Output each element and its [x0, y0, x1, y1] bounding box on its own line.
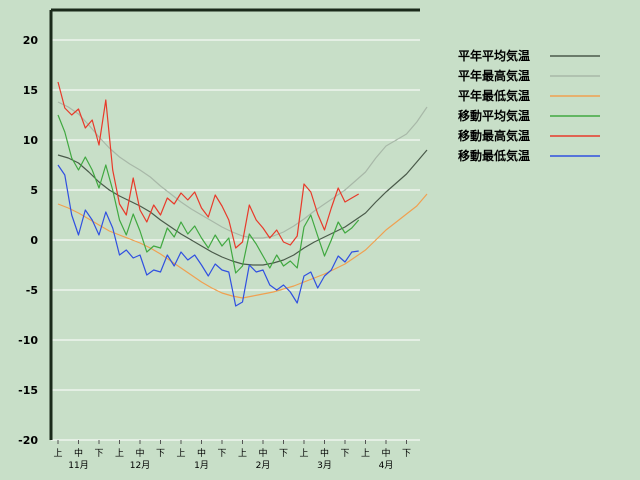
legend-label: 移動最高気温 — [458, 128, 530, 143]
x-month-label: 4月 — [379, 460, 394, 471]
x-month-label: 12月 — [130, 460, 150, 471]
y-tick-label: -5 — [26, 284, 38, 297]
x-dekad-label: 上 — [176, 448, 185, 459]
series-line-3 — [57, 114, 360, 274]
legend-label: 移動平均気温 — [458, 108, 530, 123]
y-tick-label: -20 — [18, 434, 38, 447]
x-dekad-label: 中 — [320, 447, 329, 459]
legend-label: 平年平均気温 — [458, 48, 530, 63]
x-dekad-label: 上 — [299, 448, 308, 459]
series-line-5 — [57, 164, 359, 307]
y-tick-label: 10 — [23, 134, 39, 147]
x-dekad-label: 中 — [197, 447, 206, 459]
legend-label: 平年最高気温 — [458, 68, 530, 83]
y-tick-label: 20 — [23, 34, 39, 47]
x-axis-ticks: 上中下上中下上中下上中下上中下上中下11月 12月 1月 2月 3月 4月 — [53, 440, 411, 471]
x-dekad-label: 下 — [279, 449, 288, 459]
x-dekad-label: 上 — [115, 448, 124, 459]
x-month-label: 1月 — [194, 460, 209, 471]
y-tick-label: 5 — [30, 184, 38, 197]
x-dekad-label: 中 — [381, 447, 390, 459]
x-dekad-label: 上 — [53, 448, 62, 459]
y-tick-label: 0 — [30, 234, 38, 247]
x-dekad-label: 中 — [135, 447, 144, 459]
x-month-label: 2月 — [256, 460, 271, 471]
x-dekad-label: 中 — [258, 447, 267, 459]
x-dekad-label: 上 — [238, 448, 247, 459]
series-line-1 — [57, 101, 428, 239]
series-line-4 — [57, 81, 360, 249]
axes — [49, 8, 420, 440]
x-dekad-label: 下 — [156, 449, 165, 459]
legend-label: 平年最低気温 — [458, 88, 530, 103]
legend-label: 移動最低気温 — [458, 148, 530, 163]
x-dekad-label: 下 — [340, 449, 349, 459]
x-dekad-label: 下 — [217, 449, 226, 459]
y-tick-label: -10 — [18, 334, 38, 347]
x-dekad-label: 上 — [361, 448, 370, 459]
series-line-2 — [57, 193, 428, 299]
y-tick-label: -15 — [18, 384, 38, 397]
series-lines — [57, 81, 428, 307]
x-dekad-label: 中 — [74, 447, 83, 459]
x-month-label: 3月 — [317, 460, 332, 471]
y-tick-label: 15 — [23, 84, 38, 97]
series-line-0 — [57, 149, 428, 266]
x-dekad-label: 下 — [94, 449, 103, 459]
x-dekad-label: 下 — [402, 449, 411, 459]
y-axis-ticks: 20 15 10 5 0 -5 -10 -15 -20 — [18, 34, 38, 447]
x-month-label: 11月 — [68, 460, 88, 471]
